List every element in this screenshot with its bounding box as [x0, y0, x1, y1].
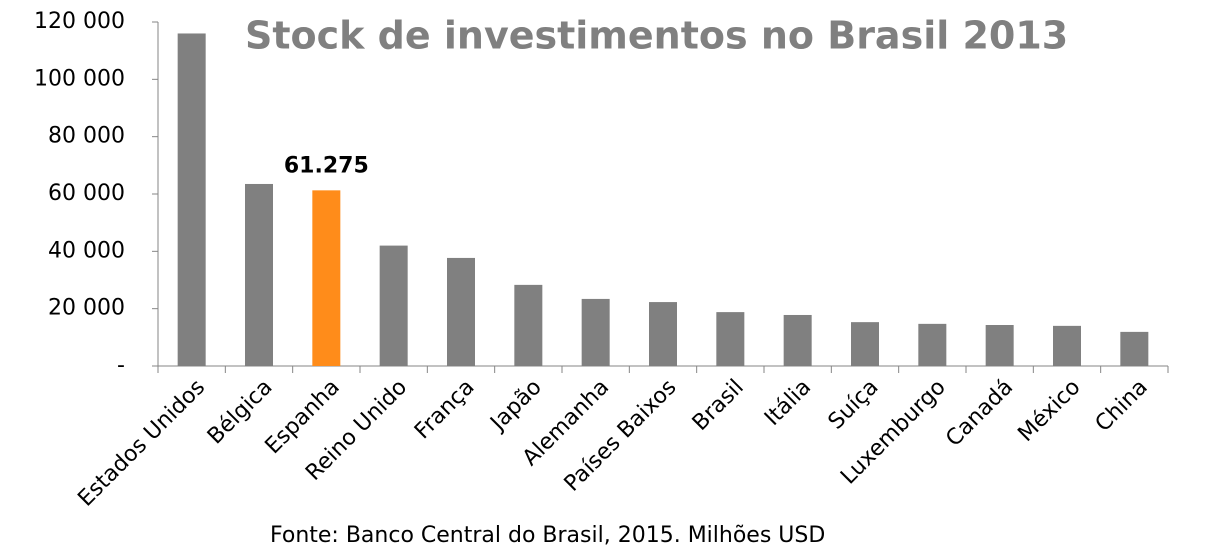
- x-tick-label: China: [1091, 375, 1153, 437]
- bar: [581, 298, 610, 366]
- bar: [447, 257, 475, 366]
- bar: [514, 284, 543, 366]
- bar: [177, 33, 206, 366]
- bar: [649, 302, 677, 366]
- y-tick-label: 20 000: [48, 296, 125, 321]
- bar: [783, 314, 812, 366]
- bar: [851, 322, 879, 366]
- bar: [245, 183, 273, 366]
- x-tick-label: Brasil: [688, 375, 749, 436]
- y-tick-label: 80 000: [48, 124, 125, 149]
- x-tick-label: Canadá: [941, 375, 1018, 452]
- bar: [985, 325, 1014, 366]
- bar: [312, 190, 341, 366]
- data-label: 61.275: [284, 153, 369, 178]
- bar: [1120, 331, 1149, 366]
- x-tick-label: Itália: [760, 375, 816, 431]
- bar: [716, 312, 745, 366]
- y-tick-label: 100 000: [34, 66, 125, 91]
- bar: [1053, 325, 1081, 366]
- bar: [918, 323, 947, 366]
- x-tick-label: Estados Unidos: [73, 375, 210, 512]
- x-tick-label: México: [1013, 375, 1085, 447]
- y-tick-label: 40 000: [48, 238, 125, 263]
- x-tick-label: França: [410, 375, 479, 444]
- y-tick-label: 60 000: [48, 181, 125, 206]
- y-tick-label: 120 000: [34, 9, 125, 34]
- x-tick-label: Suíça: [824, 375, 884, 435]
- bar: [379, 245, 408, 366]
- source: Fonte: Banco Central do Brasil, 2015. Mi…: [270, 523, 825, 548]
- y-tick-label: -: [117, 353, 125, 378]
- chart-title: Stock de investimentos no Brasil 2013: [245, 14, 1068, 58]
- x-tick-label: Japão: [485, 375, 547, 437]
